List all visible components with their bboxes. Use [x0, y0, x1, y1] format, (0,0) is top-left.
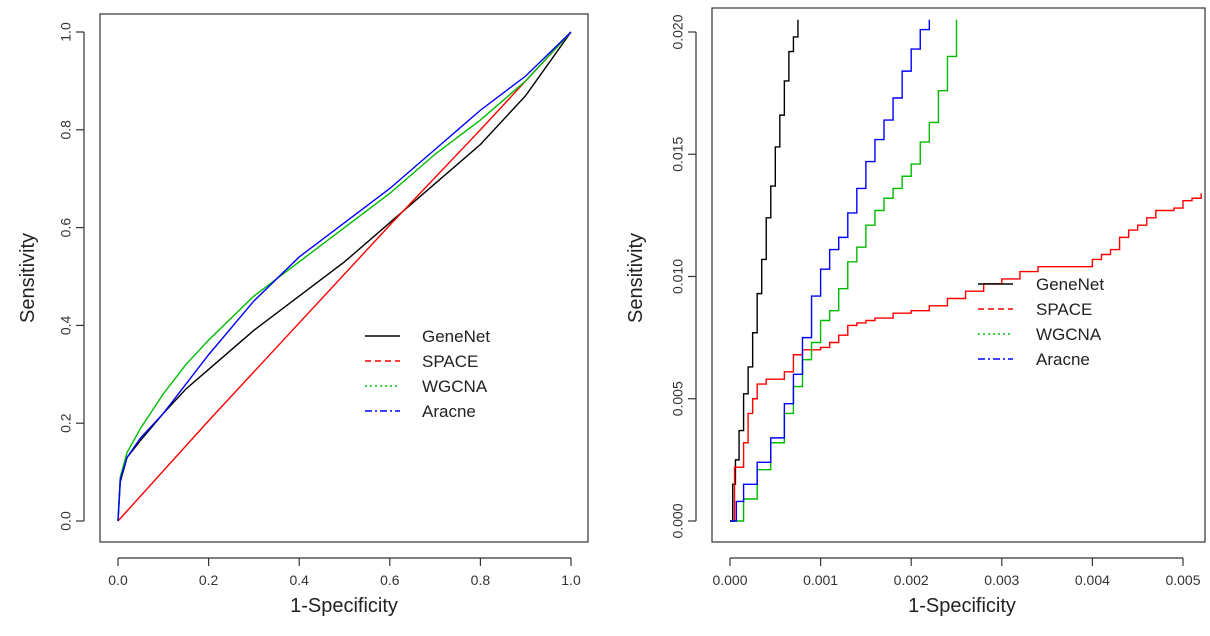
x-tick-label: 0.6 [380, 572, 400, 588]
y-tick-label: 1.0 [58, 22, 74, 42]
series-line-aracne [117, 31, 572, 522]
y-axis: 0.0 0.2 0.4 0.6 0.8 1.0 [58, 22, 85, 531]
legend: GeneNet SPACE WGCNA Aracne [365, 327, 490, 421]
plot-frame [99, 13, 589, 543]
y-tick-label: 0.4 [58, 315, 74, 335]
y-tick-label: 0.6 [58, 218, 74, 238]
roc-panel-full: 0.0 0.2 0.4 0.6 0.8 1.0 0.0 0.2 0.4 0.6 0.8 1.0 1-Sp… [17, 13, 589, 617]
x-tick-label: 0.8 [471, 572, 491, 588]
legend-label-aracne: Aracne [422, 402, 476, 421]
x-tick-label: 0.000 [712, 572, 747, 588]
x-tick-label: 0.0 [108, 572, 128, 588]
y-tick-label: 0.000 [670, 503, 686, 538]
series-line-space [117, 31, 572, 522]
series-line-aracne [730, 19, 931, 522]
legend-label-genenet: GeneNet [1036, 275, 1104, 294]
y-axis-title: Sensitivity [625, 233, 647, 323]
legend: GeneNet SPACE WGCNA Aracne [978, 275, 1104, 369]
legend-label-aracne: Aracne [1036, 350, 1090, 369]
y-axis-title: Sensitivity [17, 233, 39, 323]
x-axis-title: 1-Specificity [908, 595, 1016, 617]
x-axis: 0.000 0.001 0.002 0.003 0.004 0.005 [712, 557, 1201, 588]
plot-frame [711, 7, 1206, 543]
legend-label-wgcna: WGCNA [422, 377, 488, 396]
y-tick-label: 0.015 [670, 137, 686, 172]
x-tick-label: 0.005 [1165, 572, 1200, 588]
y-tick-label: 0.0 [58, 511, 74, 531]
y-axis: 0.000 0.005 0.010 0.015 0.020 [670, 14, 697, 539]
x-axis-title: 1-Specificity [290, 595, 398, 617]
y-tick-label: 0.020 [670, 14, 686, 49]
series-line-wgcna [117, 31, 572, 522]
x-tick-label: 0.003 [984, 572, 1019, 588]
series-line-wgcna [730, 19, 958, 522]
x-tick-label: 1.0 [561, 572, 581, 588]
x-tick-label: 0.4 [289, 572, 309, 588]
x-tick-label: 0.2 [199, 572, 219, 588]
series-group [730, 19, 1202, 522]
x-tick-label: 0.001 [803, 572, 838, 588]
y-tick-label: 0.8 [58, 120, 74, 140]
legend-label-space: SPACE [1036, 300, 1092, 319]
roc-panel-zoomed: 0.000 0.001 0.002 0.003 0.004 0.005 0.000 0.005… [625, 7, 1206, 617]
legend-label-wgcna: WGCNA [1036, 325, 1102, 344]
x-tick-label: 0.004 [1075, 572, 1110, 588]
x-tick-label: 0.002 [894, 572, 929, 588]
y-tick-label: 0.2 [58, 413, 74, 433]
series-line-space [730, 193, 1202, 522]
series-line-genenet [730, 19, 799, 522]
legend-label-genenet: GeneNet [422, 327, 490, 346]
y-tick-label: 0.010 [670, 259, 686, 294]
y-tick-label: 0.005 [670, 381, 686, 416]
series-group [117, 31, 572, 522]
x-axis: 0.0 0.2 0.4 0.6 0.8 1.0 [108, 557, 581, 588]
legend-label-space: SPACE [422, 352, 478, 371]
